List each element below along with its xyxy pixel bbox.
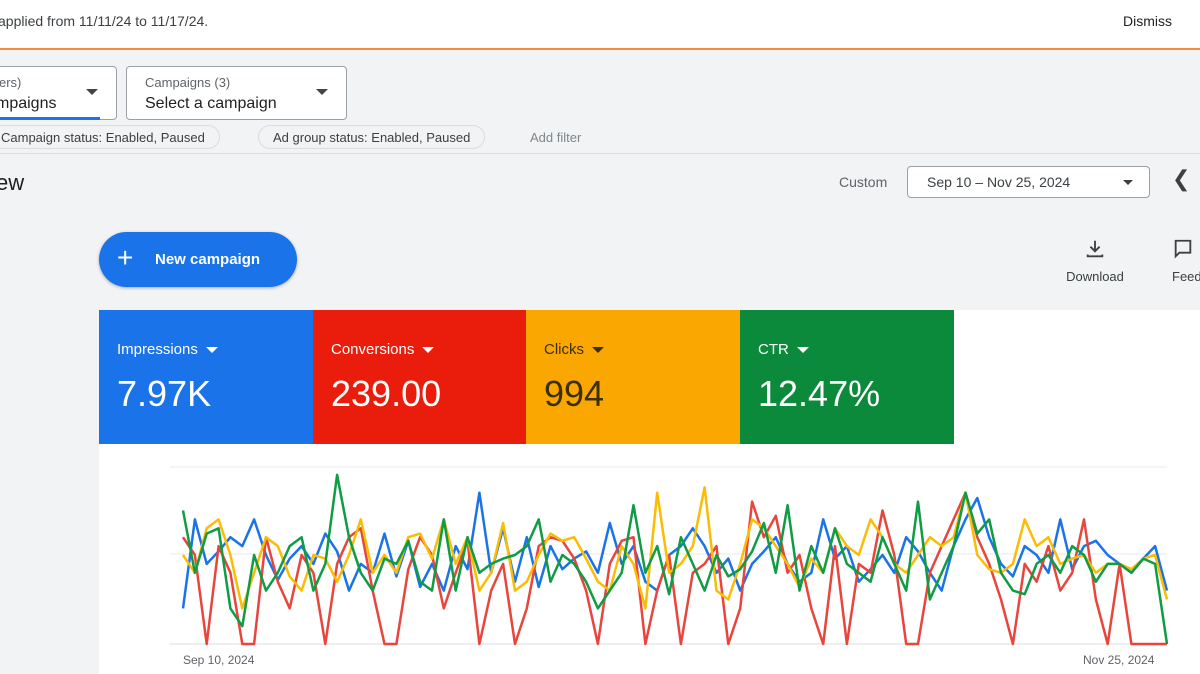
view-selector-label: ers) <box>0 75 22 90</box>
metric-name: Impressions <box>117 341 218 358</box>
chevron-down-icon <box>86 89 98 95</box>
new-campaign-button[interactable]: + New campaign <box>99 232 297 287</box>
metric-value: 7.97K <box>117 373 212 414</box>
campaign-selector-label: Campaigns (3) <box>145 75 231 90</box>
add-filter-link[interactable]: Add filter <box>530 130 582 145</box>
notice-banner: applied from 11/11/24 to 11/17/24. Dismi… <box>0 0 1200 50</box>
chevron-down-icon <box>1123 180 1133 185</box>
plus-icon: + <box>117 242 134 273</box>
banner-text: applied from 11/11/24 to 11/17/24. <box>0 13 209 29</box>
dismiss-button[interactable]: Dismiss <box>1123 13 1172 29</box>
x-axis-end-label: Nov 25, 2024 <box>1083 653 1155 667</box>
selector-active-underline <box>0 117 100 120</box>
performance-line-chart <box>170 466 1169 646</box>
download-button[interactable]: Download <box>1062 238 1128 284</box>
campaign-selector-value: Select a campaign <box>145 95 277 112</box>
new-campaign-label: New campaign <box>155 251 261 268</box>
series-line-ctr <box>181 473 1169 645</box>
download-icon <box>1086 240 1104 258</box>
metric-name: Conversions <box>331 341 435 358</box>
filter-chip-ad-group-status[interactable]: Ad group status: Enabled, Paused <box>258 125 486 149</box>
feedback-label: Feed <box>1172 269 1200 284</box>
caret-down-icon <box>796 347 809 354</box>
series-group <box>181 473 1169 646</box>
date-range-custom-label: Custom <box>839 174 888 190</box>
metric-value: 239.00 <box>331 373 442 414</box>
chevron-down-icon <box>316 89 328 95</box>
x-axis-start-label: Sep 10, 2024 <box>183 653 255 667</box>
caret-down-icon <box>592 347 604 354</box>
campaign-selector[interactable]: Campaigns (3) Select a campaign <box>126 66 347 120</box>
series-line-impressions <box>181 491 1169 609</box>
metric-name-text: Impressions <box>117 341 198 358</box>
feedback-icon <box>1174 239 1192 259</box>
metrics-panel: Impressions 7.97K Conversions 239.00 Cli… <box>99 310 1200 674</box>
metric-name-text: Clicks <box>544 341 584 358</box>
metric-tile-impressions[interactable]: Impressions 7.97K <box>99 310 313 444</box>
metric-name-text: Conversions <box>331 341 415 358</box>
date-range-value: Sep 10 – Nov 25, 2024 <box>927 174 1071 190</box>
metric-value: 12.47% <box>758 373 881 414</box>
download-label: Download <box>1066 269 1124 284</box>
date-range-picker[interactable]: Sep 10 – Nov 25, 2024 <box>907 166 1150 198</box>
filter-chip-campaign-status[interactable]: Campaign status: Enabled, Paused <box>0 125 220 149</box>
metric-name: Clicks <box>544 341 604 358</box>
metric-name: CTR <box>758 341 809 358</box>
metric-name-text: CTR <box>758 341 789 358</box>
metric-tile-conversions[interactable]: Conversions 239.00 <box>313 310 527 444</box>
metric-value: 994 <box>544 373 605 414</box>
chevron-left-icon[interactable]: ❮ <box>1172 166 1191 191</box>
page-title: ew <box>0 170 25 195</box>
divider <box>0 153 1200 154</box>
metric-tile-clicks[interactable]: Clicks 994 <box>526 310 740 444</box>
feedback-button[interactable]: Feed <box>1172 238 1200 284</box>
caret-down-icon <box>422 347 435 354</box>
view-selector[interactable]: ers) mpaigns <box>0 66 117 120</box>
metric-tile-ctr[interactable]: CTR 12.47% <box>740 310 954 444</box>
caret-down-icon <box>205 347 218 354</box>
series-line-conversions <box>181 491 1167 646</box>
view-selector-value: mpaigns <box>0 95 57 112</box>
